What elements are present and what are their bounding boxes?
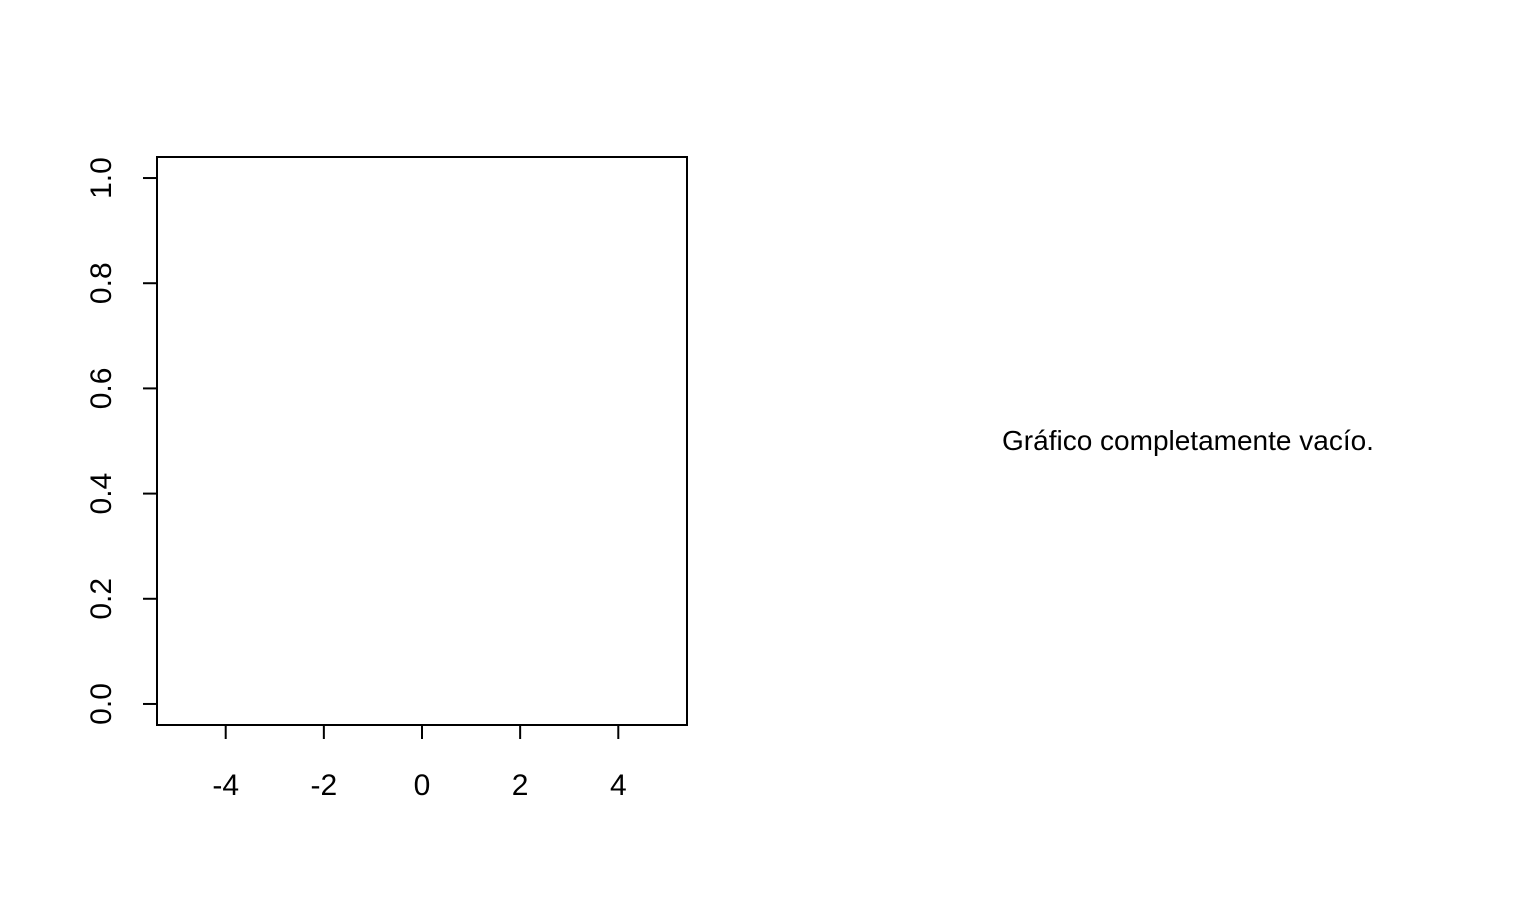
- y-tick-label: 0.6: [85, 368, 118, 410]
- x-tick-label: -4: [212, 769, 239, 802]
- y-tick-label: 0.4: [85, 473, 118, 515]
- x-tick-label: 4: [610, 769, 627, 802]
- x-tick-label: -2: [311, 769, 338, 802]
- y-tick-label: 1.0: [85, 157, 118, 199]
- empty-plot-annotation: Gráfico completamente vacío.: [1002, 425, 1374, 456]
- x-axis: -4 -2 0 2 4: [212, 724, 627, 802]
- y-tick-label: 0.8: [85, 262, 118, 304]
- x-tick-label: 0: [414, 769, 431, 802]
- y-tick-label: 0.0: [85, 683, 118, 725]
- x-tick-label: 2: [512, 769, 529, 802]
- y-axis: 0.0 0.2 0.4 0.6 0.8 1.0: [85, 157, 158, 725]
- plot-frame: [156, 156, 688, 726]
- y-tick-label: 0.2: [85, 578, 118, 620]
